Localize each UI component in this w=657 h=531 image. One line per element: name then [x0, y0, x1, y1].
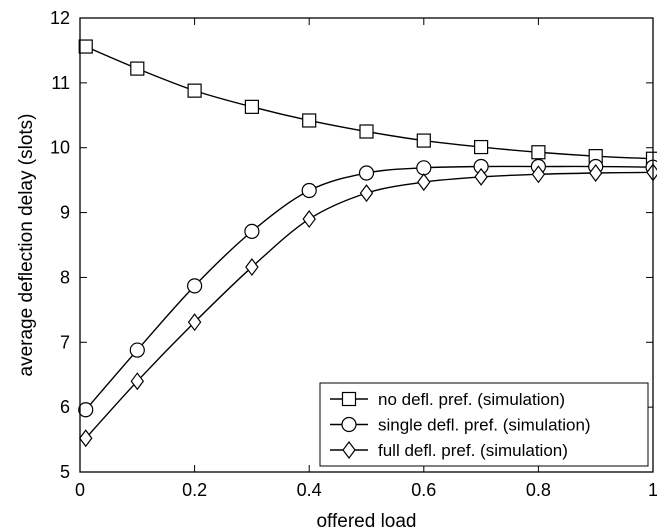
data-point-circle: [187, 278, 203, 294]
data-point-diamond: [130, 372, 145, 391]
data-point-circle: [78, 402, 94, 418]
series-lines: [85, 45, 654, 439]
y-tick-label: 7: [60, 332, 70, 352]
data-point-diamond: [302, 210, 316, 229]
legend-label: no defl. pref. (simulation): [378, 390, 565, 409]
data-point-diamond: [417, 173, 431, 192]
legend-marker-square: [341, 391, 357, 407]
x-tick-label: 0.8: [526, 480, 551, 500]
data-point-square: [187, 83, 202, 98]
x-axis-label: offered load: [316, 511, 416, 531]
legend-marker-circle: [341, 416, 357, 433]
legend-label: full defl. pref. (simulation): [378, 441, 568, 460]
data-point-diamond: [187, 313, 202, 332]
legend-marker-diamond: [342, 441, 356, 459]
data-point-circle: [301, 182, 317, 199]
data-point-square: [474, 139, 489, 155]
data-point-diamond: [531, 165, 546, 184]
data-point-square: [531, 145, 546, 160]
data-point-circle: [358, 165, 375, 181]
data-point-circle: [416, 160, 432, 176]
data-point-square: [244, 99, 259, 114]
data-point-diamond: [359, 184, 374, 203]
y-tick-label: 5: [60, 462, 70, 482]
y-axis-label: average deflection delay (slots): [16, 114, 37, 377]
data-point-square: [302, 113, 317, 128]
x-tick-label: 0: [75, 480, 85, 500]
data-point-square: [416, 133, 431, 148]
data-point-diamond: [474, 167, 488, 186]
y-tick-label: 6: [60, 397, 70, 417]
data-point-circle: [244, 223, 260, 239]
plot-frame: [79, 17, 654, 473]
data-point-square: [359, 124, 374, 139]
y-tick-label: 12: [50, 8, 70, 28]
series-line-circle: [85, 165, 654, 411]
series-markers: [78, 39, 657, 448]
x-tick-label: 0.2: [182, 480, 207, 500]
y-tick-label: 9: [60, 203, 70, 223]
series-line-diamond: [85, 171, 654, 439]
y-tick-label: 11: [51, 73, 70, 93]
x-tick-label: 0.6: [411, 480, 436, 500]
legend: no defl. pref. (simulation) single defl. …: [319, 382, 649, 467]
data-point-diamond: [78, 429, 93, 448]
data-point-square: [78, 39, 93, 54]
x-tick-label: 0.4: [297, 480, 322, 500]
data-point-diamond: [245, 258, 259, 277]
x-tick-label: 1: [648, 480, 657, 500]
series-line-square: [85, 45, 654, 160]
y-tick-label: 8: [60, 267, 70, 287]
data-point-diamond: [588, 164, 603, 183]
legend-box: [319, 382, 649, 467]
axis-ticks: 0 0.2 0.4 0.6 0.8 1 5 6 7 8 9 10 11 12: [50, 8, 657, 500]
legend-label: single defl. pref. (simulation): [378, 416, 591, 435]
data-point-circle: [129, 342, 145, 358]
data-point-square: [130, 61, 145, 76]
y-tick-label: 10: [50, 138, 70, 158]
